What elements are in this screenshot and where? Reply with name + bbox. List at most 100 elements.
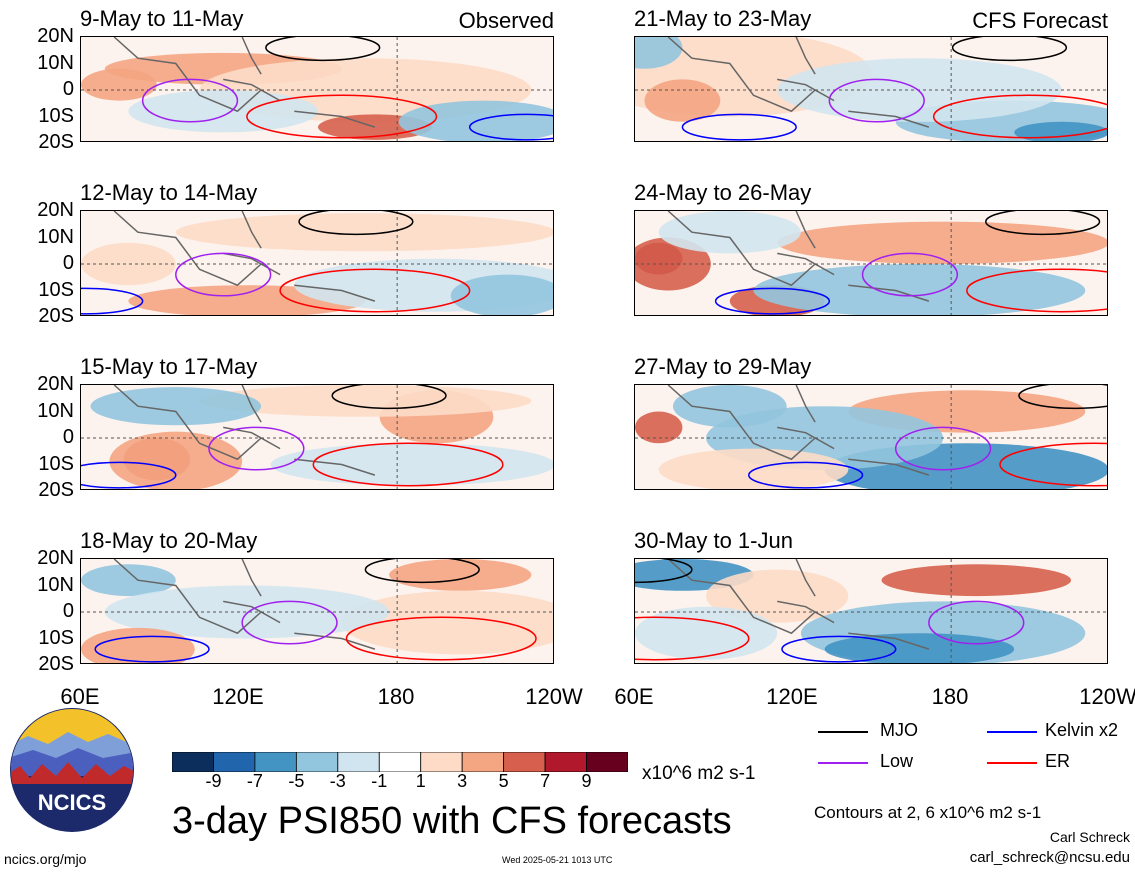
contour-line <box>635 616 750 661</box>
contour-line <box>635 559 693 584</box>
anomaly-shading <box>199 385 532 417</box>
panel-title: 30-May to 1-Jun <box>634 528 793 553</box>
contour-line <box>208 426 305 471</box>
colorbar-tick-label: 3 <box>457 771 468 791</box>
colorbar-tick-label: -5 <box>288 771 305 791</box>
contour-line <box>781 635 897 663</box>
anomaly-shading <box>109 431 243 489</box>
anomaly-shading <box>635 411 683 444</box>
lat-tick-label: 20N <box>37 25 74 47</box>
lat-tick-label: 0 <box>62 78 74 100</box>
lat-tick-label: 20S <box>38 305 74 327</box>
anomaly-shading <box>777 221 1107 264</box>
contour-line <box>345 616 537 661</box>
lat-tick-label: 20N <box>37 373 74 395</box>
colorbar-swatch <box>254 752 297 772</box>
anomaly-shading <box>644 79 721 122</box>
anomaly-shading <box>270 443 553 486</box>
colorbar-tick-label: -7 <box>246 771 263 791</box>
timestamp: Wed 2025-05-21 1013 UTC <box>502 855 613 865</box>
legend-label-low: Low <box>880 751 914 771</box>
legend-line-kelvin <box>987 731 1037 733</box>
map-panel <box>80 558 554 664</box>
panel-tag: CFS Forecast <box>972 8 1108 33</box>
email: carl_schreck@ncsu.edu <box>969 849 1130 866</box>
anomaly-shading <box>128 90 318 133</box>
panel-title: 24-May to 26-May <box>634 180 812 205</box>
anomaly-shading <box>635 37 683 69</box>
contour-line <box>298 211 414 236</box>
lon-tick-label: 180 <box>377 684 415 709</box>
lat-tick-label: 10S <box>38 626 74 649</box>
contour-line <box>966 268 1107 313</box>
anomaly-shading <box>104 585 390 639</box>
lat-tick-label: 0 <box>62 600 74 622</box>
panel-title: 21-May to 23-May <box>634 6 812 31</box>
map-panel <box>634 210 1108 316</box>
colorbar-tick-label: -9 <box>205 771 222 791</box>
contour-line <box>928 600 1025 645</box>
colorbar-swatch <box>213 752 256 772</box>
panel-title: 27-May to 29-May <box>634 354 812 379</box>
contour-line <box>241 600 338 645</box>
panel-title: 18-May to 20-May <box>80 528 258 553</box>
lat-tick-label: 20N <box>37 547 74 569</box>
contour-line <box>175 252 272 297</box>
anomaly-shading <box>658 448 849 489</box>
colorbar <box>172 752 628 772</box>
panel-tag: Observed <box>458 8 554 33</box>
lat-tick-label: 20S <box>38 653 74 675</box>
anomaly-shading <box>341 590 553 655</box>
colorbar-swatch <box>544 752 587 772</box>
map-panel <box>634 384 1108 490</box>
anomaly-shading <box>81 68 157 101</box>
map-panel <box>634 36 1108 142</box>
colorbar-swatch <box>172 752 214 772</box>
anomaly-shading <box>81 242 176 286</box>
anomaly-shading <box>753 264 1086 315</box>
contour-line <box>985 211 1101 236</box>
panel-title: 9-May to 11-May <box>80 6 244 31</box>
colorbar-tick-label: -3 <box>329 771 346 791</box>
anomaly-shading <box>824 633 1015 663</box>
anomaly-shading <box>450 274 553 315</box>
legend-label-mjo: MJO <box>880 720 918 740</box>
contour-line <box>94 635 210 663</box>
logo-text: NCICS <box>38 790 106 815</box>
author: Carl Schreck <box>1049 829 1130 845</box>
lat-tick-label: 10S <box>38 452 74 475</box>
colorbar-swatch <box>586 752 628 772</box>
panel-title: 12-May to 14-May <box>80 180 258 205</box>
legend-line-er <box>987 762 1037 764</box>
site-link[interactable]: ncics.org/mjo <box>4 851 87 867</box>
anomaly-shading <box>635 606 778 660</box>
legend-line-mjo <box>818 731 868 733</box>
contour-line <box>932 94 1107 139</box>
contour-line <box>279 268 471 313</box>
lat-tick-label: 20S <box>38 479 74 501</box>
lon-tick-label: 120E <box>766 684 818 709</box>
anomaly-shading <box>90 387 262 426</box>
colorbar-swatch <box>378 752 422 772</box>
contour-line <box>828 78 925 123</box>
anomaly-shading <box>1014 121 1107 141</box>
map-panel <box>80 210 554 316</box>
anomaly-shading <box>881 564 1072 597</box>
contour-line <box>681 113 797 141</box>
anomaly-shading <box>389 559 532 591</box>
colorbar-units: x10^6 m2 s-1 <box>642 763 756 784</box>
contour-line <box>364 559 480 584</box>
contour-line <box>894 426 992 471</box>
lon-tick-label: 120E <box>212 684 264 709</box>
coastline <box>113 559 376 650</box>
colorbar-tick-label: 1 <box>415 771 426 791</box>
contour-line <box>312 442 504 487</box>
contour-line <box>1018 385 1107 410</box>
anomaly-shading <box>81 564 176 597</box>
map-panel <box>634 558 1108 664</box>
lat-tick-label: 20N <box>37 199 74 221</box>
lat-tick-label: 10N <box>37 399 74 422</box>
lat-tick-label: 20S <box>38 131 74 153</box>
coastline <box>667 37 930 128</box>
